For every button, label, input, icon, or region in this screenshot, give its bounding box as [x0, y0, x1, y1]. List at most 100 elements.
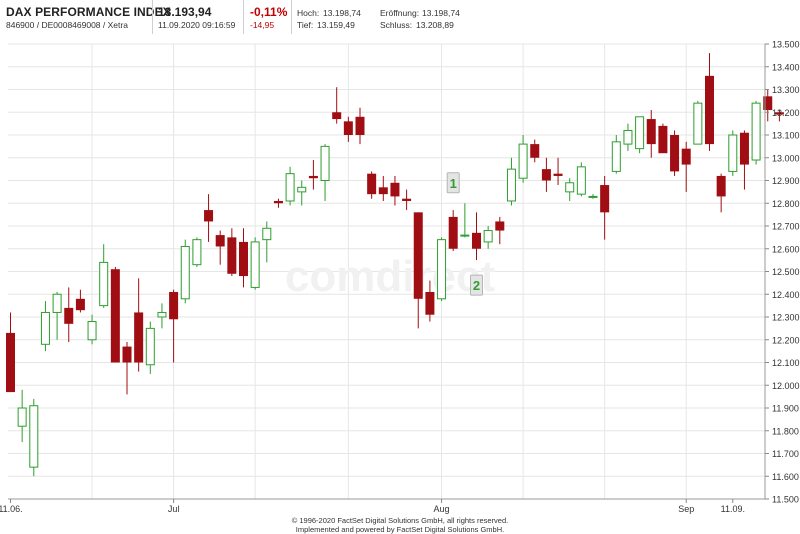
x-tick-label: Sep [678, 504, 694, 514]
candle-body [273, 200, 283, 204]
candle-body [506, 168, 516, 202]
candle-body [285, 173, 295, 202]
candle-up [576, 162, 586, 197]
y-axis: 13.500 13.400 13.300 13.200 13.100 13.000 12.9… [764, 40, 800, 505]
x-tick-label: Aug [434, 504, 450, 514]
candle-up [285, 166, 295, 206]
y-tick-label: 12.000 [772, 381, 800, 391]
candle-body [460, 234, 470, 237]
candle-body [774, 112, 784, 115]
candle-body [635, 116, 645, 150]
watermark: comdirect [285, 252, 496, 301]
candle-body [728, 134, 738, 172]
candle-body [670, 135, 680, 172]
candle-down [75, 289, 85, 313]
price-cell: 13.193,94 11.09.2020 09:16:59 [152, 0, 238, 34]
y-tick-label: 11.900 [772, 404, 799, 414]
candle-body [681, 148, 691, 165]
candle-body [320, 145, 330, 181]
candle-body [495, 221, 505, 231]
candle-down [413, 212, 423, 329]
candle-down [64, 287, 74, 343]
footer-powered: Implemented and powered by FactSet Digit… [295, 525, 505, 534]
candle-down [448, 210, 458, 252]
y-tick-label: 12.900 [772, 176, 800, 186]
candle-body [751, 102, 761, 161]
x-tick-label: 11.06. [0, 504, 23, 514]
y-tick-label: 12.800 [772, 199, 800, 209]
candle-down [716, 173, 726, 213]
candle-body [623, 129, 633, 145]
candle-up [192, 237, 202, 267]
candle-body [6, 332, 15, 393]
candle-down [367, 171, 377, 199]
candle-body [530, 144, 540, 158]
candle-body [413, 212, 423, 299]
candle-body [262, 227, 272, 241]
open-value: 13.198,74 [422, 8, 460, 18]
change-absolute: -14,95 [250, 20, 275, 30]
price-timestamp: 11.09.2020 09:16:59 [158, 20, 236, 30]
candle-body [250, 241, 260, 288]
candle-body [483, 230, 493, 243]
candle-body [716, 175, 726, 197]
candle-body [658, 125, 668, 154]
candle-up [297, 180, 307, 206]
candle-down [134, 278, 144, 372]
y-tick-label: 13.000 [772, 153, 800, 163]
y-tick-label: 11.600 [772, 472, 799, 482]
candle-down [402, 189, 412, 211]
footer-copyright: © 1996-2020 FactSet Digital Solutions Gm… [291, 516, 509, 525]
annotation-box [470, 274, 483, 296]
y-tick-label: 13.100 [772, 131, 800, 141]
candle-down [6, 312, 15, 393]
candle-body [600, 185, 610, 213]
candle-down [600, 175, 610, 240]
candle-up [145, 321, 155, 374]
candle-down [343, 116, 353, 142]
candle-down [332, 87, 342, 124]
candle-up [437, 237, 447, 302]
open-label: Eröffnung: [380, 8, 420, 18]
candle-body [332, 112, 342, 120]
candle-down [378, 175, 388, 201]
candle-down [763, 89, 773, 122]
candle-down [646, 109, 656, 158]
candle-down [169, 289, 179, 363]
close-label: Schluss: [380, 20, 413, 30]
quote-header: DAX PERFORMANCE INDEX 846900 / DE0008469… [0, 0, 800, 34]
low-label: Tief: [297, 20, 314, 30]
candle-body [122, 346, 132, 363]
change-cell: -0,11% -14,95 [243, 0, 289, 34]
instrument-title: DAX PERFORMANCE INDEX [6, 5, 171, 19]
candle-body [739, 132, 749, 165]
x-tick-label: Jul [168, 504, 180, 514]
candle-body [99, 261, 109, 307]
candle-down [308, 160, 318, 190]
annotation-label: 2 [473, 278, 480, 293]
candle-body [227, 237, 237, 274]
candle-up [87, 314, 97, 345]
candle-body [437, 239, 447, 300]
candle-body [518, 143, 528, 179]
candle-body [64, 307, 74, 324]
candle-body [448, 216, 458, 249]
high-label: Hoch: [297, 8, 320, 18]
candle-body [297, 186, 307, 193]
candle-up [518, 135, 528, 183]
y-tick-label: 12.600 [772, 244, 800, 254]
y-tick-label: 13.300 [772, 85, 800, 95]
y-tick-label: 12.100 [772, 358, 800, 368]
candles-layer [6, 53, 784, 477]
candle-body [693, 102, 703, 145]
candle-body [576, 166, 586, 195]
candle-body [355, 116, 365, 135]
annotation-marker: 1 [446, 172, 460, 194]
candle-up [611, 135, 621, 174]
change-percent: -0,11% [250, 5, 288, 19]
candle-down [425, 280, 435, 322]
annotation-label: 1 [450, 176, 457, 191]
candle-up [52, 291, 62, 340]
candle-down [553, 157, 563, 186]
candle-body [52, 293, 62, 313]
